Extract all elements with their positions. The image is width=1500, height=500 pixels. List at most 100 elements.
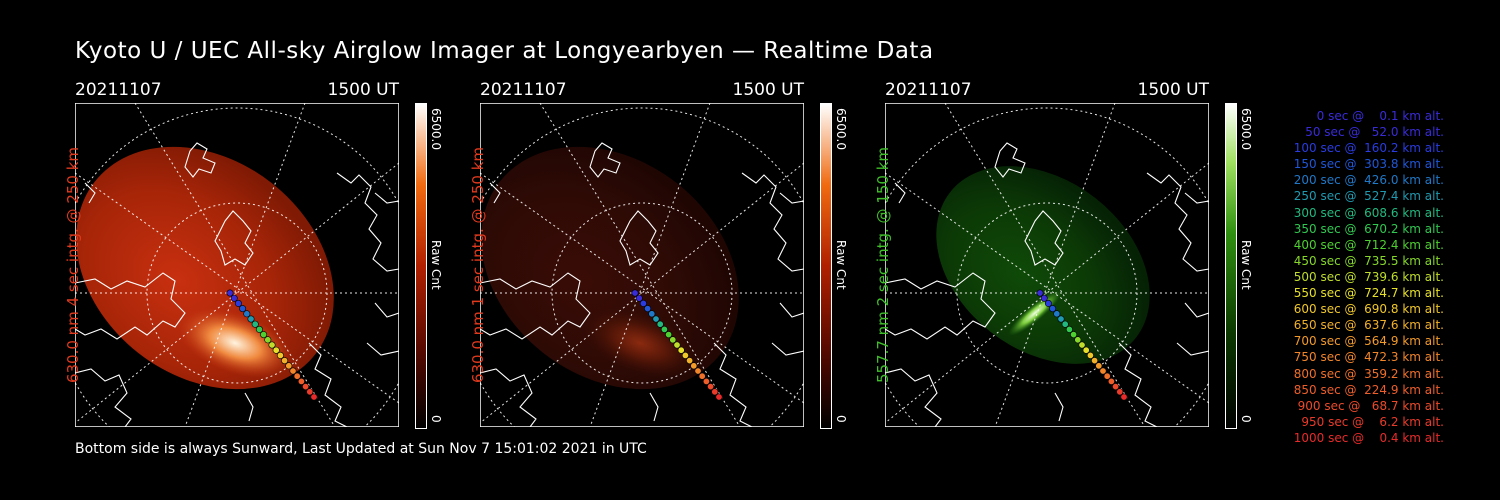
legend-entry: 50 sec @ 52.0 km alt. <box>1297 125 1444 140</box>
trajectory-point <box>289 367 297 375</box>
trajectory-point <box>1070 331 1078 339</box>
trajectory-point <box>234 299 242 307</box>
allsky-image <box>480 103 804 427</box>
trajectory-point <box>690 362 698 370</box>
panel-label: 630.0 nm 1 sec intg. @ 250 km <box>469 146 487 384</box>
legend-entry: 350 sec @ 670.2 km alt. <box>1289 221 1444 236</box>
trajectory-point <box>1107 377 1115 385</box>
panel-date: 20211107 <box>75 80 162 100</box>
trajectory-point <box>635 294 643 302</box>
colorbar-unit: Raw Cnt <box>429 240 443 290</box>
legend-entry: 800 sec @ 359.2 km alt. <box>1289 366 1444 381</box>
allsky-image <box>885 103 1209 427</box>
trajectory-point <box>1095 362 1103 370</box>
trajectory-point <box>698 372 706 380</box>
trajectory-point <box>1116 388 1124 396</box>
trajectory-point <box>711 388 719 396</box>
trajectory-point <box>1082 346 1090 354</box>
legend-entry: 300 sec @ 608.6 km alt. <box>1289 205 1444 220</box>
trajectory-point <box>243 310 251 318</box>
legend-entry: 600 sec @ 690.8 km alt. <box>1289 302 1444 317</box>
trajectory-point <box>285 362 293 370</box>
trajectory-point <box>276 351 284 359</box>
trajectory-point <box>707 383 715 391</box>
trajectory-point <box>673 341 681 349</box>
trajectory-point <box>686 357 694 365</box>
trajectory-track <box>631 289 723 401</box>
trajectory-point <box>226 289 234 297</box>
colorbar-max: 6500.0 <box>834 108 848 150</box>
panel-label: 630.0 nm 4 sec intg. @ 250 km <box>64 146 82 384</box>
trajectory-point <box>1040 294 1048 302</box>
legend-entry: 100 sec @ 160.2 km alt. <box>1289 141 1444 156</box>
colorbar-zero: 0 <box>429 415 443 423</box>
trajectory-point <box>293 372 301 380</box>
trajectory-point <box>656 320 664 328</box>
panel-1: 20211107 1500 UT 630.0 nm 4 sec intg. @ … <box>64 80 475 430</box>
legend-entry: 700 sec @ 564.9 km alt. <box>1289 334 1444 349</box>
trajectory-point <box>1044 299 1052 307</box>
panel-time: 1500 UT <box>327 80 400 100</box>
legend-entry: 850 sec @ 224.9 km alt. <box>1289 382 1444 397</box>
trajectory-point <box>652 315 660 323</box>
footer-note: Bottom side is always Sunward, Last Upda… <box>75 441 647 457</box>
legend-entry: 750 sec @ 472.3 km alt. <box>1289 350 1444 365</box>
legend-entry: 0 sec @ 0.1 km alt. <box>1305 109 1444 123</box>
trajectory-point <box>665 331 673 339</box>
colorbar <box>415 103 427 429</box>
colorbar-zero: 0 <box>1239 415 1253 423</box>
trajectory-point <box>302 383 310 391</box>
trajectory-track <box>1036 289 1128 401</box>
trajectory-point <box>1049 305 1057 313</box>
trajectory-point <box>268 341 276 349</box>
trajectory-point <box>715 393 723 401</box>
trajectory-point <box>264 336 272 344</box>
allsky-image <box>75 103 399 427</box>
legend-entry: 900 sec @ 68.7 km alt. <box>1293 398 1444 413</box>
trajectory-point <box>1061 320 1069 328</box>
panel-2: 20211107 1500 UT 630.0 nm 1 sec intg. @ … <box>469 80 880 430</box>
trajectory-point <box>639 299 647 307</box>
trajectory-point <box>281 357 289 365</box>
legend-entry: 250 sec @ 527.4 km alt. <box>1289 189 1444 204</box>
trajectory-point <box>1074 336 1082 344</box>
legend-entry: 500 sec @ 739.6 km alt. <box>1289 269 1444 284</box>
trajectory-point <box>1078 341 1086 349</box>
colorbar-max: 6500.0 <box>429 108 443 150</box>
trajectory-point <box>251 320 259 328</box>
trajectory-point <box>1103 372 1111 380</box>
trajectory-point <box>648 310 656 318</box>
legend-entry: 450 sec @ 735.5 km alt. <box>1289 253 1444 268</box>
panel-time: 1500 UT <box>1137 80 1210 100</box>
legend-entry: 650 sec @ 637.6 km alt. <box>1289 318 1444 333</box>
trajectory-point <box>310 393 318 401</box>
trajectory-point <box>1065 325 1073 333</box>
trajectory-point <box>1057 315 1065 323</box>
legend-entry: 150 sec @ 303.8 km alt. <box>1289 157 1444 172</box>
colorbar <box>1225 103 1237 429</box>
trajectory-point <box>260 331 268 339</box>
trajectory-point <box>239 305 247 313</box>
panel-time: 1500 UT <box>732 80 805 100</box>
trajectory-point <box>644 305 652 313</box>
trajectory-point <box>230 294 238 302</box>
trajectory-track <box>226 289 318 401</box>
trajectory-point <box>1120 393 1128 401</box>
panel-3: 20211107 1500 UT 557.7 nm 2 sec intg. @ … <box>874 80 1285 430</box>
trajectory-point <box>660 325 668 333</box>
colorbar-unit: Raw Cnt <box>1239 240 1253 290</box>
colorbar <box>820 103 832 429</box>
trajectory-point <box>631 289 639 297</box>
trajectory-point <box>1112 383 1120 391</box>
trajectory-point <box>702 377 710 385</box>
trajectory-point <box>681 351 689 359</box>
trajectory-point <box>1086 351 1094 359</box>
trajectory-point <box>694 367 702 375</box>
legend-entry: 200 sec @ 426.0 km alt. <box>1289 173 1444 188</box>
colorbar-unit: Raw Cnt <box>834 240 848 290</box>
trajectory-point <box>677 346 685 354</box>
legend-entry: 400 sec @ 712.4 km alt. <box>1289 237 1444 252</box>
panel-date: 20211107 <box>480 80 567 100</box>
page-title: Kyoto U / UEC All-sky Airglow Imager at … <box>75 38 934 64</box>
trajectory-point <box>1091 357 1099 365</box>
